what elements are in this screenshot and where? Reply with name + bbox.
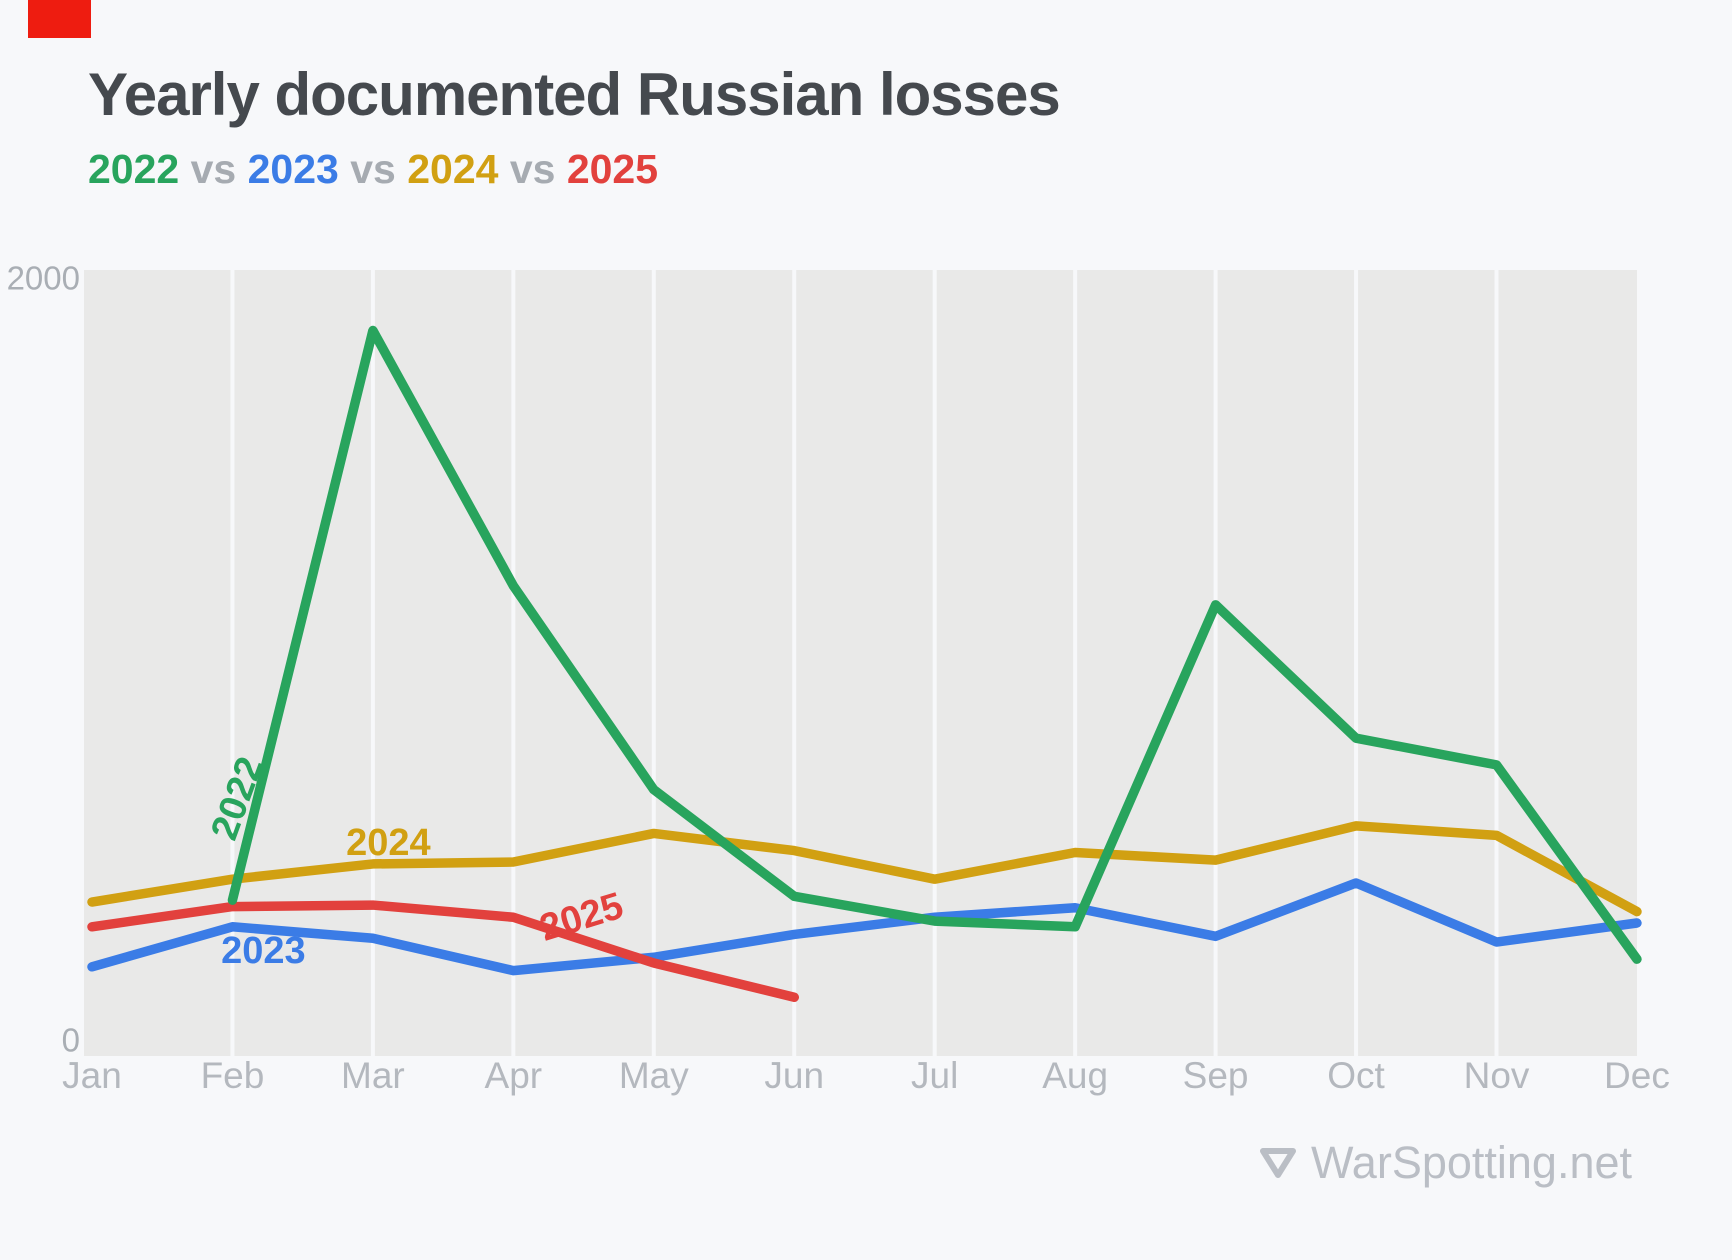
line-2022 <box>227 325 1642 964</box>
down-triangle-icon <box>1260 1148 1296 1178</box>
x-axis-label-nov: Nov <box>1464 1055 1530 1096</box>
x-axis-label-mar: Mar <box>341 1055 405 1096</box>
chart-subtitle: 2022 vs 2023 vs 2024 vs 2025 <box>88 146 658 193</box>
x-axis-label-dec: Dec <box>1604 1055 1670 1096</box>
line-2024 <box>87 821 1642 917</box>
series-label-2024: 2024 <box>346 822 431 864</box>
chart-title: Yearly documented Russian losses <box>88 61 1061 128</box>
subtitle-year-2025: 2025 <box>566 146 659 192</box>
x-axis-label-jan: Jan <box>62 1055 122 1096</box>
line-2023 <box>87 878 1642 976</box>
y-axis-label-2000: 2000 <box>7 260 80 297</box>
line-2025 <box>87 900 799 1003</box>
x-axis-label-feb: Feb <box>201 1055 265 1096</box>
y-axis-label-0: 0 <box>62 1022 80 1059</box>
x-axis-label-sep: Sep <box>1183 1055 1249 1096</box>
x-axis-label-may: May <box>619 1055 689 1096</box>
x-axis-label-aug: Aug <box>1042 1055 1108 1096</box>
watermark-text: WarSpotting.net <box>1311 1137 1632 1188</box>
x-axis-label-apr: Apr <box>485 1055 543 1096</box>
subtitle-year-2022: 2022 <box>88 146 180 192</box>
watermark[interactable]: WarSpotting.net <box>1259 1137 1632 1188</box>
x-axis-label-jul: Jul <box>911 1055 958 1096</box>
subtitle-vs: vs <box>498 146 567 192</box>
corner-red-marker <box>28 0 91 38</box>
subtitle-year-2024: 2024 <box>407 146 499 192</box>
x-axis-label-jun: Jun <box>764 1055 824 1096</box>
subtitle-vs: vs <box>338 146 408 192</box>
series-label-2023: 2023 <box>221 930 306 972</box>
subtitle-vs: vs <box>179 146 248 192</box>
x-axis-label-oct: Oct <box>1327 1055 1385 1096</box>
subtitle-year-2023: 2023 <box>247 146 339 192</box>
